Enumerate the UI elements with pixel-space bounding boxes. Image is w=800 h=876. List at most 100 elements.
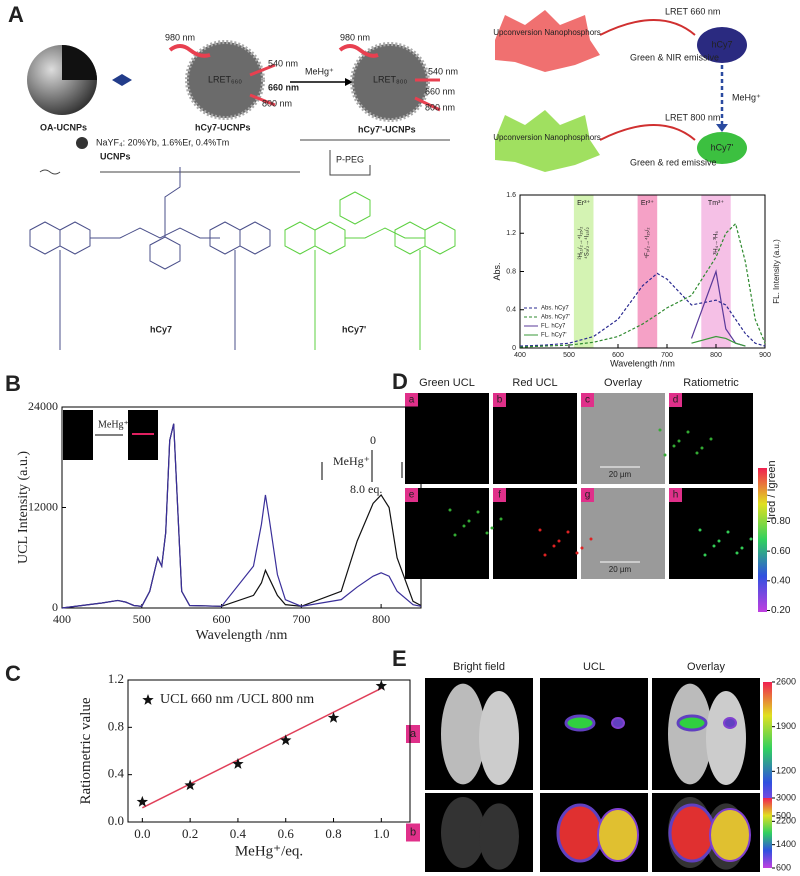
micrograph [581,488,665,579]
x-axis-label: MeHg⁺/eq. [235,843,303,859]
inset-image [63,410,93,460]
point [327,711,340,723]
emission-arrows [249,63,276,107]
panel-a-flow: Upconversion Nanophosphors LRET 660 nm G… [493,6,761,172]
y-tick-label: 0.8 [108,718,124,733]
fluorescence-spot [538,528,542,532]
x-tick-label: 700 [292,612,310,626]
fluorescence-spot [453,533,457,537]
colorbar-tick-label: 3000 [776,792,796,802]
fluorescence-spot [712,544,716,548]
x-tick-label: 800 [710,352,722,359]
band [637,195,658,348]
y-tick-label: 24000 [28,399,58,413]
point [280,734,292,746]
label: 540 nm [268,58,298,68]
colorbar-tick-label: 600 [776,862,791,872]
tile-tag [493,488,506,502]
mouse [479,690,519,786]
band-label: Tm³⁺ [708,200,724,207]
ucl-signal [611,717,625,729]
band-label: Er³⁺ [577,200,590,207]
laser [338,44,379,58]
image [540,678,648,790]
legend-label: FL. hCy7 [541,324,566,330]
transition-label: ³H₄→³H₆ [714,231,720,255]
y-tick-label: 1.6 [506,192,516,199]
point [136,795,149,807]
fluorescence-spot [698,528,702,532]
series-line [519,222,766,348]
colorbar-tick-label: 2200 [776,816,796,826]
label: LRET₆₆₀ [208,74,242,84]
icon [76,137,88,149]
label: hCy7 [150,324,172,334]
y-tick-label: 0.8 [506,268,516,275]
series-line [519,272,766,347]
x-tick-label: 800 [372,612,390,626]
row-label: a [410,728,417,740]
x-tick-label: 0.8 [325,826,341,841]
label: hCy7 [711,39,732,49]
fluorescence-spot [462,524,466,528]
column-title: Ratiometric [683,377,739,389]
annotation: MeHg⁺ [333,454,370,468]
x-axis-label: Wavelength /nm [610,358,675,368]
label: MeHg⁺ [305,66,334,76]
tile-tag [405,488,418,502]
mouse [441,796,485,869]
colorbar-tick-label: 2600 [776,676,796,686]
ucl-signal [668,803,716,863]
hcy7p-structure [284,191,456,350]
y-tick-label: 12000 [28,499,58,513]
fluorescence-spot [448,508,452,512]
particle [350,42,430,122]
colorbar-tick-label: 1400 [776,839,796,849]
tile-label: h [673,490,679,501]
label: 800 nm [425,102,455,112]
fluorescence-spot [677,439,681,443]
fluorescence-spot [589,537,593,541]
tile-tag [581,488,594,502]
fluorescence-spot [672,444,676,448]
micrograph [581,393,665,484]
x-tick-label: 500 [563,352,575,359]
tile-tag [581,393,594,407]
fluorescence-spot [485,531,489,535]
label: LRET 800 nm [665,112,720,122]
panel-letter: A [8,2,24,27]
acceptor [697,132,747,164]
fluorescence-spot [735,551,739,555]
y-tick-label: 0 [52,600,58,614]
row-label: b [410,826,416,838]
tile-tag [493,393,506,407]
panel-e: E Bright field UCL Overlay a b 2600 1900 1200 50… [392,646,796,873]
label: OA-UCNPs [40,122,87,132]
label: Green & NIR emissive [630,52,719,62]
tile-label: b [497,395,503,406]
fluorescence-spot [552,544,556,548]
x-axis-label: Wavelength /nm [196,628,288,643]
x-tick-label: 0.0 [134,826,150,841]
tile-tag [405,393,418,407]
label: hCy7-UCNPs [195,122,251,132]
fluorescence-spot [467,519,471,523]
arrow-head [345,78,353,86]
fluorescence-spot [686,430,690,434]
tile-label: f [498,490,501,501]
label: 660 nm [425,86,455,96]
label: 980 nm [340,32,370,42]
legend-label: Abs. hCy7' [541,315,570,321]
colorbar-tick-label: 500 [776,810,791,820]
tile-label: d [673,395,679,406]
column-title: Green UCL [419,377,475,389]
burst [495,110,600,172]
transition-label: ²H₁₁/₂→⁴I₁₅/₂ [577,226,584,260]
arrow [599,19,696,36]
label: 540 nm [428,66,458,76]
tile-label: e [409,490,415,501]
label: MeHg⁺ [732,92,761,102]
tile-label: c [585,395,590,406]
column-title: Bright field [453,661,505,673]
colorbar-label: Ired / Igreen [766,460,778,519]
